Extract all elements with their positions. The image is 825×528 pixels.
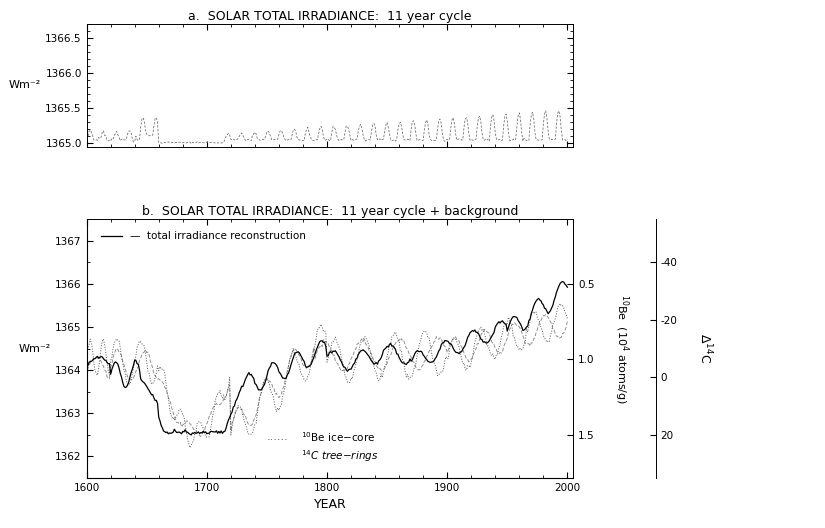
- Y-axis label: Wm⁻²: Wm⁻²: [8, 80, 40, 90]
- Y-axis label: $^{10}$Be  (10$^4$ atoms/g): $^{10}$Be (10$^4$ atoms/g): [611, 294, 630, 404]
- Text: ......: ......: [266, 432, 289, 442]
- Y-axis label: Wm⁻²: Wm⁻²: [18, 344, 50, 354]
- X-axis label: YEAR: YEAR: [314, 498, 346, 511]
- Text: $^{14}$C tree$-$rings: $^{14}$C tree$-$rings: [301, 448, 379, 464]
- Y-axis label: $\Delta^{14}$C: $\Delta^{14}$C: [697, 334, 714, 364]
- Legend: —  total irradiance reconstruction: — total irradiance reconstruction: [97, 227, 310, 246]
- Title: a.  SOLAR TOTAL IRRADIANCE:  11 year cycle: a. SOLAR TOTAL IRRADIANCE: 11 year cycle: [188, 10, 472, 23]
- Title: b.  SOLAR TOTAL IRRADIANCE:  11 year cycle + background: b. SOLAR TOTAL IRRADIANCE: 11 year cycle…: [142, 205, 518, 218]
- Text: $^{10}$Be ice$-$core: $^{10}$Be ice$-$core: [301, 430, 375, 444]
